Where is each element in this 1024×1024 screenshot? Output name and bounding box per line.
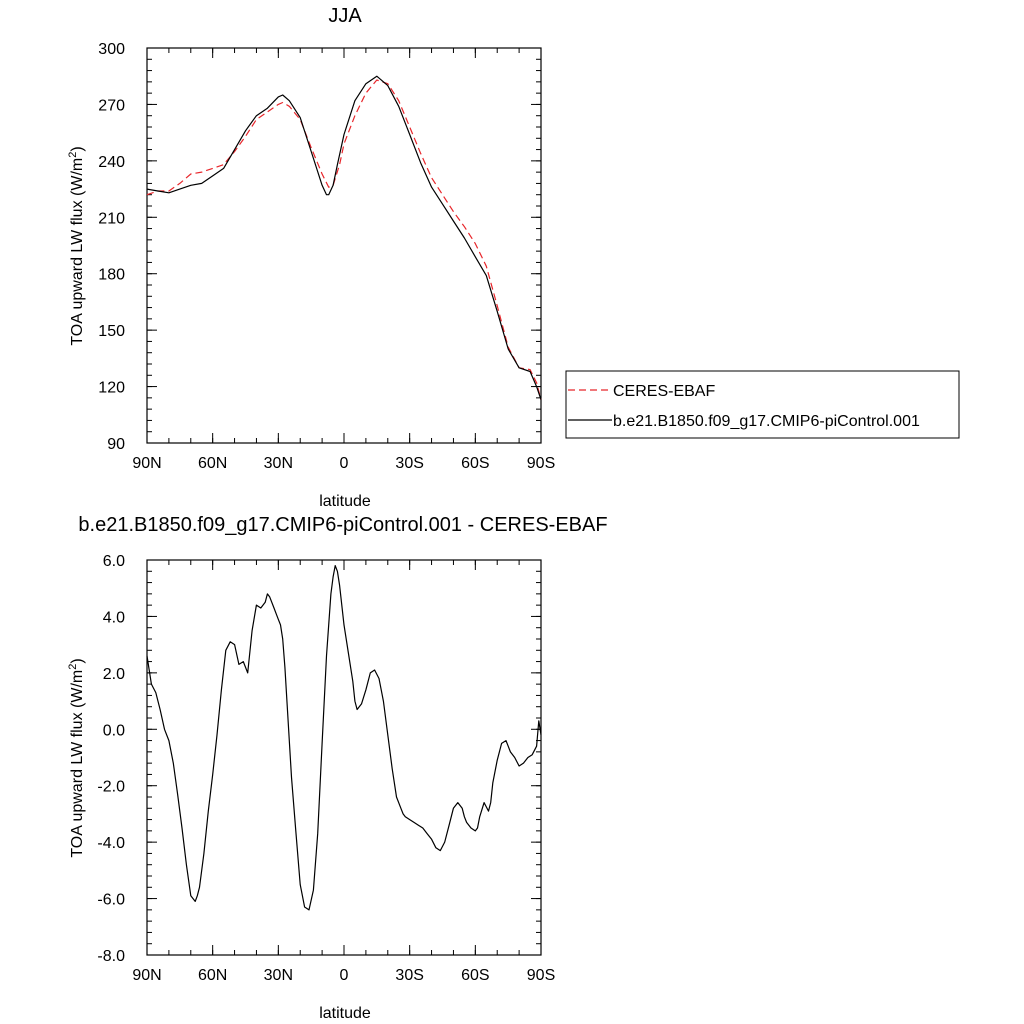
legend: CERES-EBAF b.e21.B1850.f09_g17.CMIP6-piC…: [565, 370, 960, 439]
top-y-tick-label: 270: [98, 97, 125, 114]
legend-box: [565, 370, 960, 439]
bottom-chart: b.e21.B1850.f09_g17.CMIP6-piControl.001 …: [67, 514, 608, 1022]
bottom-y-tick-label: -2.0: [97, 779, 125, 796]
bottom-chart-xlabel: latitude: [319, 1005, 371, 1022]
top-y-tick-label: 210: [98, 210, 125, 227]
bottom-chart-frame: [146, 559, 542, 956]
top-x-tick-label: 90S: [527, 455, 555, 472]
bottom-y-tick-label: 0.0: [103, 722, 125, 739]
bottom-x-tick-label: 60S: [461, 967, 489, 984]
top-y-tick-label: 180: [98, 267, 125, 284]
top-x-tick-label: 90N: [132, 455, 161, 472]
top-y-tick-label: 300: [98, 41, 125, 58]
top-x-tick-label: 0: [340, 455, 349, 472]
top-chart-ylabel: TOA upward LW flux (W/m2): [67, 146, 86, 345]
legend-label-ceres-ebaf: CERES-EBAF: [613, 383, 715, 400]
bottom-x-tick-label: 0: [340, 967, 349, 984]
top-chart-xlabel: latitude: [319, 493, 371, 510]
bottom-y-tick-label: -8.0: [97, 948, 125, 965]
bottom-y-tick-label: 6.0: [103, 553, 125, 570]
top-chart-title: JJA: [328, 5, 362, 27]
bottom-x-tick-label: 60N: [198, 967, 227, 984]
top-x-tick-label: 30N: [264, 455, 293, 472]
legend-label-model: b.e21.B1850.f09_g17.CMIP6-piControl.001: [613, 413, 920, 430]
bottom-x-tick-label: 30S: [395, 967, 423, 984]
bottom-y-tick-label: -6.0: [97, 892, 125, 909]
top-x-tick-label: 60N: [198, 455, 227, 472]
bottom-x-tick-label: 90N: [132, 967, 161, 984]
bottom-y-tick-label: 4.0: [103, 609, 125, 626]
top-series-1-line: [146, 75, 542, 400]
top-chart-plot-area: 90N 60N 30N 0 30S 60S 90S 90 120 150 180 210 240 270 3…: [98, 41, 555, 472]
top-chart: JJA 90N 60N 30N 0 30S 60S 90S 90 120 150 180 210 240…: [67, 5, 555, 510]
bottom-chart-title: b.e21.B1850.f09_g17.CMIP6-piControl.001 …: [78, 514, 607, 536]
bottom-chart-ylabel: TOA upward LW flux (W/m2): [67, 658, 86, 857]
top-x-tick-label: 30S: [395, 455, 423, 472]
top-x-tick-label: 60S: [461, 455, 489, 472]
bottom-y-tick-label: -4.0: [97, 835, 125, 852]
top-y-tick-label: 90: [107, 436, 125, 453]
bottom-chart-plot-area: 90N 60N 30N 0 30S 60S 90S -8.0 -6.0 -4.0 -2.0 0.0 2.…: [97, 553, 555, 984]
top-y-tick-label: 120: [98, 380, 125, 397]
bottom-x-tick-label: 30N: [264, 967, 293, 984]
top-chart-frame: [146, 47, 542, 444]
bottom-y-tick-label: 2.0: [103, 666, 125, 683]
top-y-tick-label: 240: [98, 154, 125, 171]
bottom-series-0-line: [146, 564, 542, 911]
top-y-tick-label: 150: [98, 323, 125, 340]
bottom-x-tick-label: 90S: [527, 967, 555, 984]
top-series-0-line: [146, 79, 542, 400]
